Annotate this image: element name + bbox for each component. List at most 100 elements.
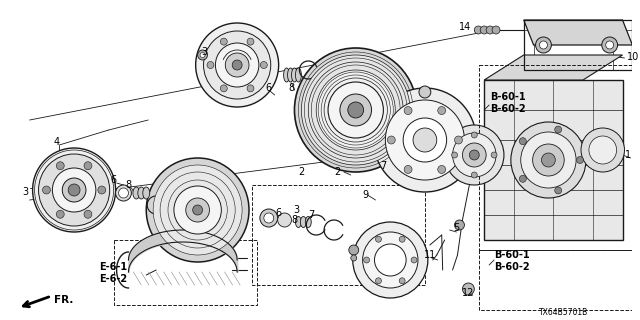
Circle shape [411,257,417,263]
Ellipse shape [138,187,145,199]
Circle shape [153,165,242,255]
Circle shape [68,184,80,196]
Circle shape [471,132,477,138]
Text: B-60-1: B-60-1 [494,250,530,260]
Circle shape [480,26,488,34]
Circle shape [555,187,562,194]
Circle shape [186,198,209,222]
Circle shape [260,61,268,68]
Circle shape [98,186,106,194]
Circle shape [491,152,497,158]
Ellipse shape [296,217,301,228]
Circle shape [168,180,227,240]
Circle shape [174,186,221,234]
Text: 2: 2 [334,167,340,177]
Polygon shape [484,55,623,80]
Circle shape [33,148,116,232]
Text: 6: 6 [266,83,272,93]
Circle shape [376,278,381,284]
Bar [114,240,257,305]
Circle shape [399,278,405,284]
Text: 1: 1 [625,150,630,160]
Circle shape [348,102,364,118]
Circle shape [463,143,486,167]
Circle shape [605,41,614,49]
Circle shape [577,156,584,164]
Bar [524,20,632,70]
Circle shape [469,150,479,160]
Circle shape [351,255,356,261]
Circle shape [147,158,249,262]
Bar [479,250,632,310]
Circle shape [532,144,564,176]
Circle shape [445,125,504,185]
Circle shape [42,186,51,194]
Circle shape [581,128,625,172]
Circle shape [536,37,552,53]
Ellipse shape [296,68,301,82]
Ellipse shape [143,187,150,199]
Circle shape [511,122,586,198]
Circle shape [84,210,92,218]
Text: 5: 5 [453,223,460,233]
Circle shape [404,165,412,173]
Bar [479,65,632,250]
Circle shape [387,136,396,144]
Circle shape [207,61,214,68]
Circle shape [403,118,447,162]
Text: FR.: FR. [54,295,74,305]
Circle shape [196,23,278,107]
Circle shape [602,37,618,53]
Circle shape [589,136,616,164]
Circle shape [308,62,403,158]
Circle shape [38,154,109,226]
Circle shape [413,128,436,152]
Circle shape [486,26,494,34]
Circle shape [200,52,205,58]
Ellipse shape [284,68,289,82]
Text: TX64B5701B: TX64B5701B [539,308,588,317]
Circle shape [116,185,131,201]
Ellipse shape [287,68,294,82]
Circle shape [225,53,249,77]
Circle shape [452,133,496,177]
Circle shape [438,165,445,173]
Circle shape [474,26,482,34]
Circle shape [278,213,291,227]
Text: 6: 6 [111,175,116,185]
Circle shape [404,107,412,115]
Circle shape [264,213,274,223]
Ellipse shape [300,217,307,228]
Circle shape [399,236,405,242]
Circle shape [454,220,465,230]
Circle shape [198,50,207,60]
Circle shape [220,38,227,45]
Circle shape [294,48,417,172]
Circle shape [56,162,64,170]
Bar [484,80,623,240]
Text: E-6-2: E-6-2 [99,274,127,284]
Circle shape [260,209,278,227]
Circle shape [374,244,406,276]
Text: 2: 2 [298,167,305,177]
Circle shape [232,60,242,70]
Circle shape [301,55,410,165]
Circle shape [520,175,526,182]
Circle shape [328,82,383,138]
Circle shape [118,188,129,198]
Circle shape [364,257,369,263]
Text: 8: 8 [125,180,131,190]
Text: 10: 10 [627,52,639,62]
Circle shape [247,85,254,92]
Circle shape [540,41,547,49]
Circle shape [492,26,500,34]
Circle shape [56,210,64,218]
Text: 14: 14 [459,22,471,32]
Circle shape [376,236,381,242]
Circle shape [555,126,562,133]
Circle shape [452,152,458,158]
Circle shape [52,168,96,212]
Circle shape [84,162,92,170]
Circle shape [419,86,431,98]
Circle shape [247,38,254,45]
